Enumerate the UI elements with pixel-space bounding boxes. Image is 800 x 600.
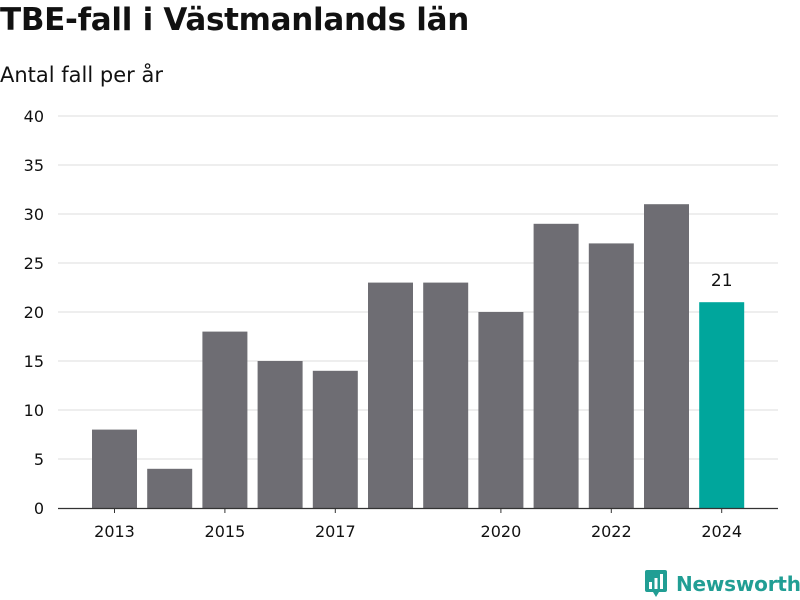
- bar-2023: [644, 204, 689, 508]
- y-tick-label: 10: [24, 401, 44, 420]
- newsworthy-brand: Newsworthy: [644, 569, 800, 599]
- bar-2018: [368, 282, 413, 508]
- data-label-2024: 21: [711, 271, 733, 291]
- x-tick-label: 2024: [701, 522, 742, 541]
- bar-2024: [699, 302, 745, 508]
- bar-2014: [147, 468, 193, 508]
- chart-title: TBE-fall i Västmanlands län: [0, 2, 470, 38]
- bar-2017: [312, 370, 358, 508]
- y-tick-labels: 0 5 10 15 20 25 30 35 40: [24, 107, 44, 518]
- bar-2013: [92, 429, 137, 508]
- bars: [92, 204, 745, 509]
- x-tick-label: 2020: [481, 522, 522, 541]
- y-tick-label: 25: [24, 254, 44, 273]
- x-tick-label: 2017: [315, 522, 356, 541]
- x-tick-labels: 2013 2015 2017 2020 2022 2024: [94, 508, 742, 541]
- x-tick-label: 2022: [591, 522, 632, 541]
- bar-2016: [257, 361, 303, 508]
- y-tick-label: 40: [24, 107, 44, 126]
- data-labels: 21: [711, 271, 733, 291]
- bar-2019: [423, 282, 469, 508]
- newsworthy-logo-icon: [645, 570, 667, 597]
- y-tick-label: 15: [24, 352, 44, 371]
- y-tick-label: 5: [34, 450, 44, 469]
- y-tick-label: 30: [24, 205, 44, 224]
- y-tick-label: 0: [34, 499, 44, 518]
- y-tick-label: 35: [24, 156, 44, 175]
- bar-2022: [588, 243, 634, 508]
- chart-subtitle: Antal fall per år: [0, 63, 163, 87]
- bar-2015: [202, 331, 248, 508]
- x-tick-label: 2015: [205, 522, 246, 541]
- y-tick-label: 20: [24, 303, 44, 322]
- x-tick-label: 2013: [94, 522, 135, 541]
- bar-2020: [478, 312, 524, 508]
- bar-2021: [533, 223, 579, 509]
- brand-name: Newsworthy: [676, 572, 800, 596]
